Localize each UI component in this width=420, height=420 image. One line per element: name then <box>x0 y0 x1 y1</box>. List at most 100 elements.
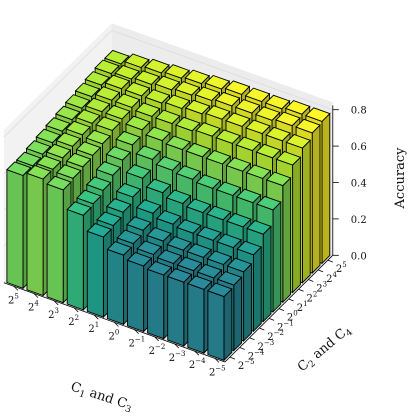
bar-face-top <box>175 116 201 132</box>
bar-face-front <box>282 176 292 304</box>
z-tick-label: 0.8 <box>351 106 367 117</box>
z-gridline <box>3 30 333 138</box>
bar-face-top <box>196 226 222 241</box>
bar-face-top <box>216 233 242 249</box>
bar-face-top <box>285 133 312 149</box>
bar-face-top <box>114 93 141 108</box>
bar-face-top <box>26 164 52 180</box>
bar-face-top <box>245 164 272 179</box>
bar-face-top <box>45 117 71 132</box>
bar-face-top <box>264 94 291 110</box>
y-tick <box>288 298 294 302</box>
bar-face-top <box>275 111 301 127</box>
bar-face-side <box>187 282 205 354</box>
x-tick <box>33 293 39 298</box>
bar-face-top <box>114 64 140 80</box>
bar-face-side <box>106 248 124 325</box>
y-tick-label: 25 <box>336 261 347 275</box>
bar-face-top <box>75 109 101 124</box>
bar-face-top <box>165 135 191 151</box>
bar-face-top <box>214 91 241 107</box>
bar-face-top <box>305 107 331 122</box>
bar-face-top <box>85 176 112 191</box>
x-axis-title: C1 and C3 <box>68 380 134 416</box>
bar-face-top <box>235 188 262 204</box>
z-tick-label: 0.0 <box>351 251 367 262</box>
bar-face-top <box>236 240 263 256</box>
bar-face-front <box>233 276 243 352</box>
x-tick-label: 2−3 <box>169 350 186 364</box>
bar-face-top <box>94 86 121 101</box>
bar-face-top <box>216 271 243 286</box>
bar-face-top <box>146 227 172 242</box>
bar-face-top <box>175 165 202 180</box>
bar-face-top <box>55 132 82 147</box>
z-axis-title: Accuracy <box>393 147 408 210</box>
bar-face-top <box>94 59 120 75</box>
bar-face-top <box>265 171 292 187</box>
bar-face-side <box>66 208 84 311</box>
bar-face-front <box>262 225 272 323</box>
bar-face-top <box>135 199 162 214</box>
x-tick-label: 2−2 <box>149 343 166 357</box>
bar-face-top <box>195 122 221 137</box>
bar-face-top <box>166 236 192 251</box>
bar-face-top <box>65 152 92 168</box>
x-tick-label: 23 <box>48 307 59 321</box>
bar-face-top <box>156 210 182 225</box>
bar-face-top <box>85 129 112 145</box>
bar-face-top <box>64 94 91 109</box>
bar-face-top <box>115 130 141 146</box>
bar-face-top <box>206 250 233 266</box>
bar-face-front <box>272 201 282 313</box>
y-tick <box>308 279 314 282</box>
x-tick-label: 20 <box>108 328 119 342</box>
x-tick <box>174 343 180 349</box>
x-tick-label: 2−4 <box>189 357 206 371</box>
bar-face-top <box>184 99 211 115</box>
y-tick-label: 24 <box>326 271 337 285</box>
bar-face-top <box>225 112 251 127</box>
bar-face-side <box>127 259 145 333</box>
bar-face-top <box>126 216 152 231</box>
bar-face-top <box>164 94 191 110</box>
bar-face-top <box>145 126 171 142</box>
bar-face-side <box>147 268 165 340</box>
bar-face-top <box>194 86 221 102</box>
x-tick-label: 2−5 <box>209 364 226 378</box>
y-tick <box>239 347 245 350</box>
bar-face-top <box>124 81 151 97</box>
y-tick <box>249 337 255 341</box>
bar-face-top <box>35 155 62 170</box>
bar-face-top <box>15 151 42 167</box>
bar-face-top <box>196 263 223 279</box>
bar-face-side <box>46 183 64 304</box>
x-tick <box>134 329 139 334</box>
bar-face-top <box>265 126 291 142</box>
bar-face-top <box>144 58 170 74</box>
x-tick <box>13 286 19 291</box>
bar-face-top <box>225 157 252 172</box>
bar-face-top <box>164 64 190 79</box>
bar-face-top <box>74 82 101 98</box>
bar-face-top <box>55 105 81 121</box>
bar-face-top <box>204 74 231 90</box>
bar-face-top <box>116 229 142 245</box>
bar-face-top <box>226 212 252 228</box>
bar-face-top <box>144 89 171 104</box>
bar-face-top <box>155 109 181 125</box>
bar-face-top <box>105 146 132 161</box>
bar-face-top <box>106 198 132 213</box>
x-tick-label: 24 <box>28 300 39 314</box>
x-tick-label: 25 <box>8 292 19 306</box>
bar-face-top <box>176 256 203 272</box>
bar-face-top <box>136 240 163 256</box>
bar-face-top <box>76 189 102 205</box>
bar-face-top <box>154 75 181 91</box>
bar-face-side <box>86 230 104 318</box>
bar-9-0 <box>186 275 213 355</box>
bar-face-top <box>195 174 222 189</box>
bars-group <box>6 49 331 362</box>
y-tick-label: 22 <box>307 290 318 304</box>
